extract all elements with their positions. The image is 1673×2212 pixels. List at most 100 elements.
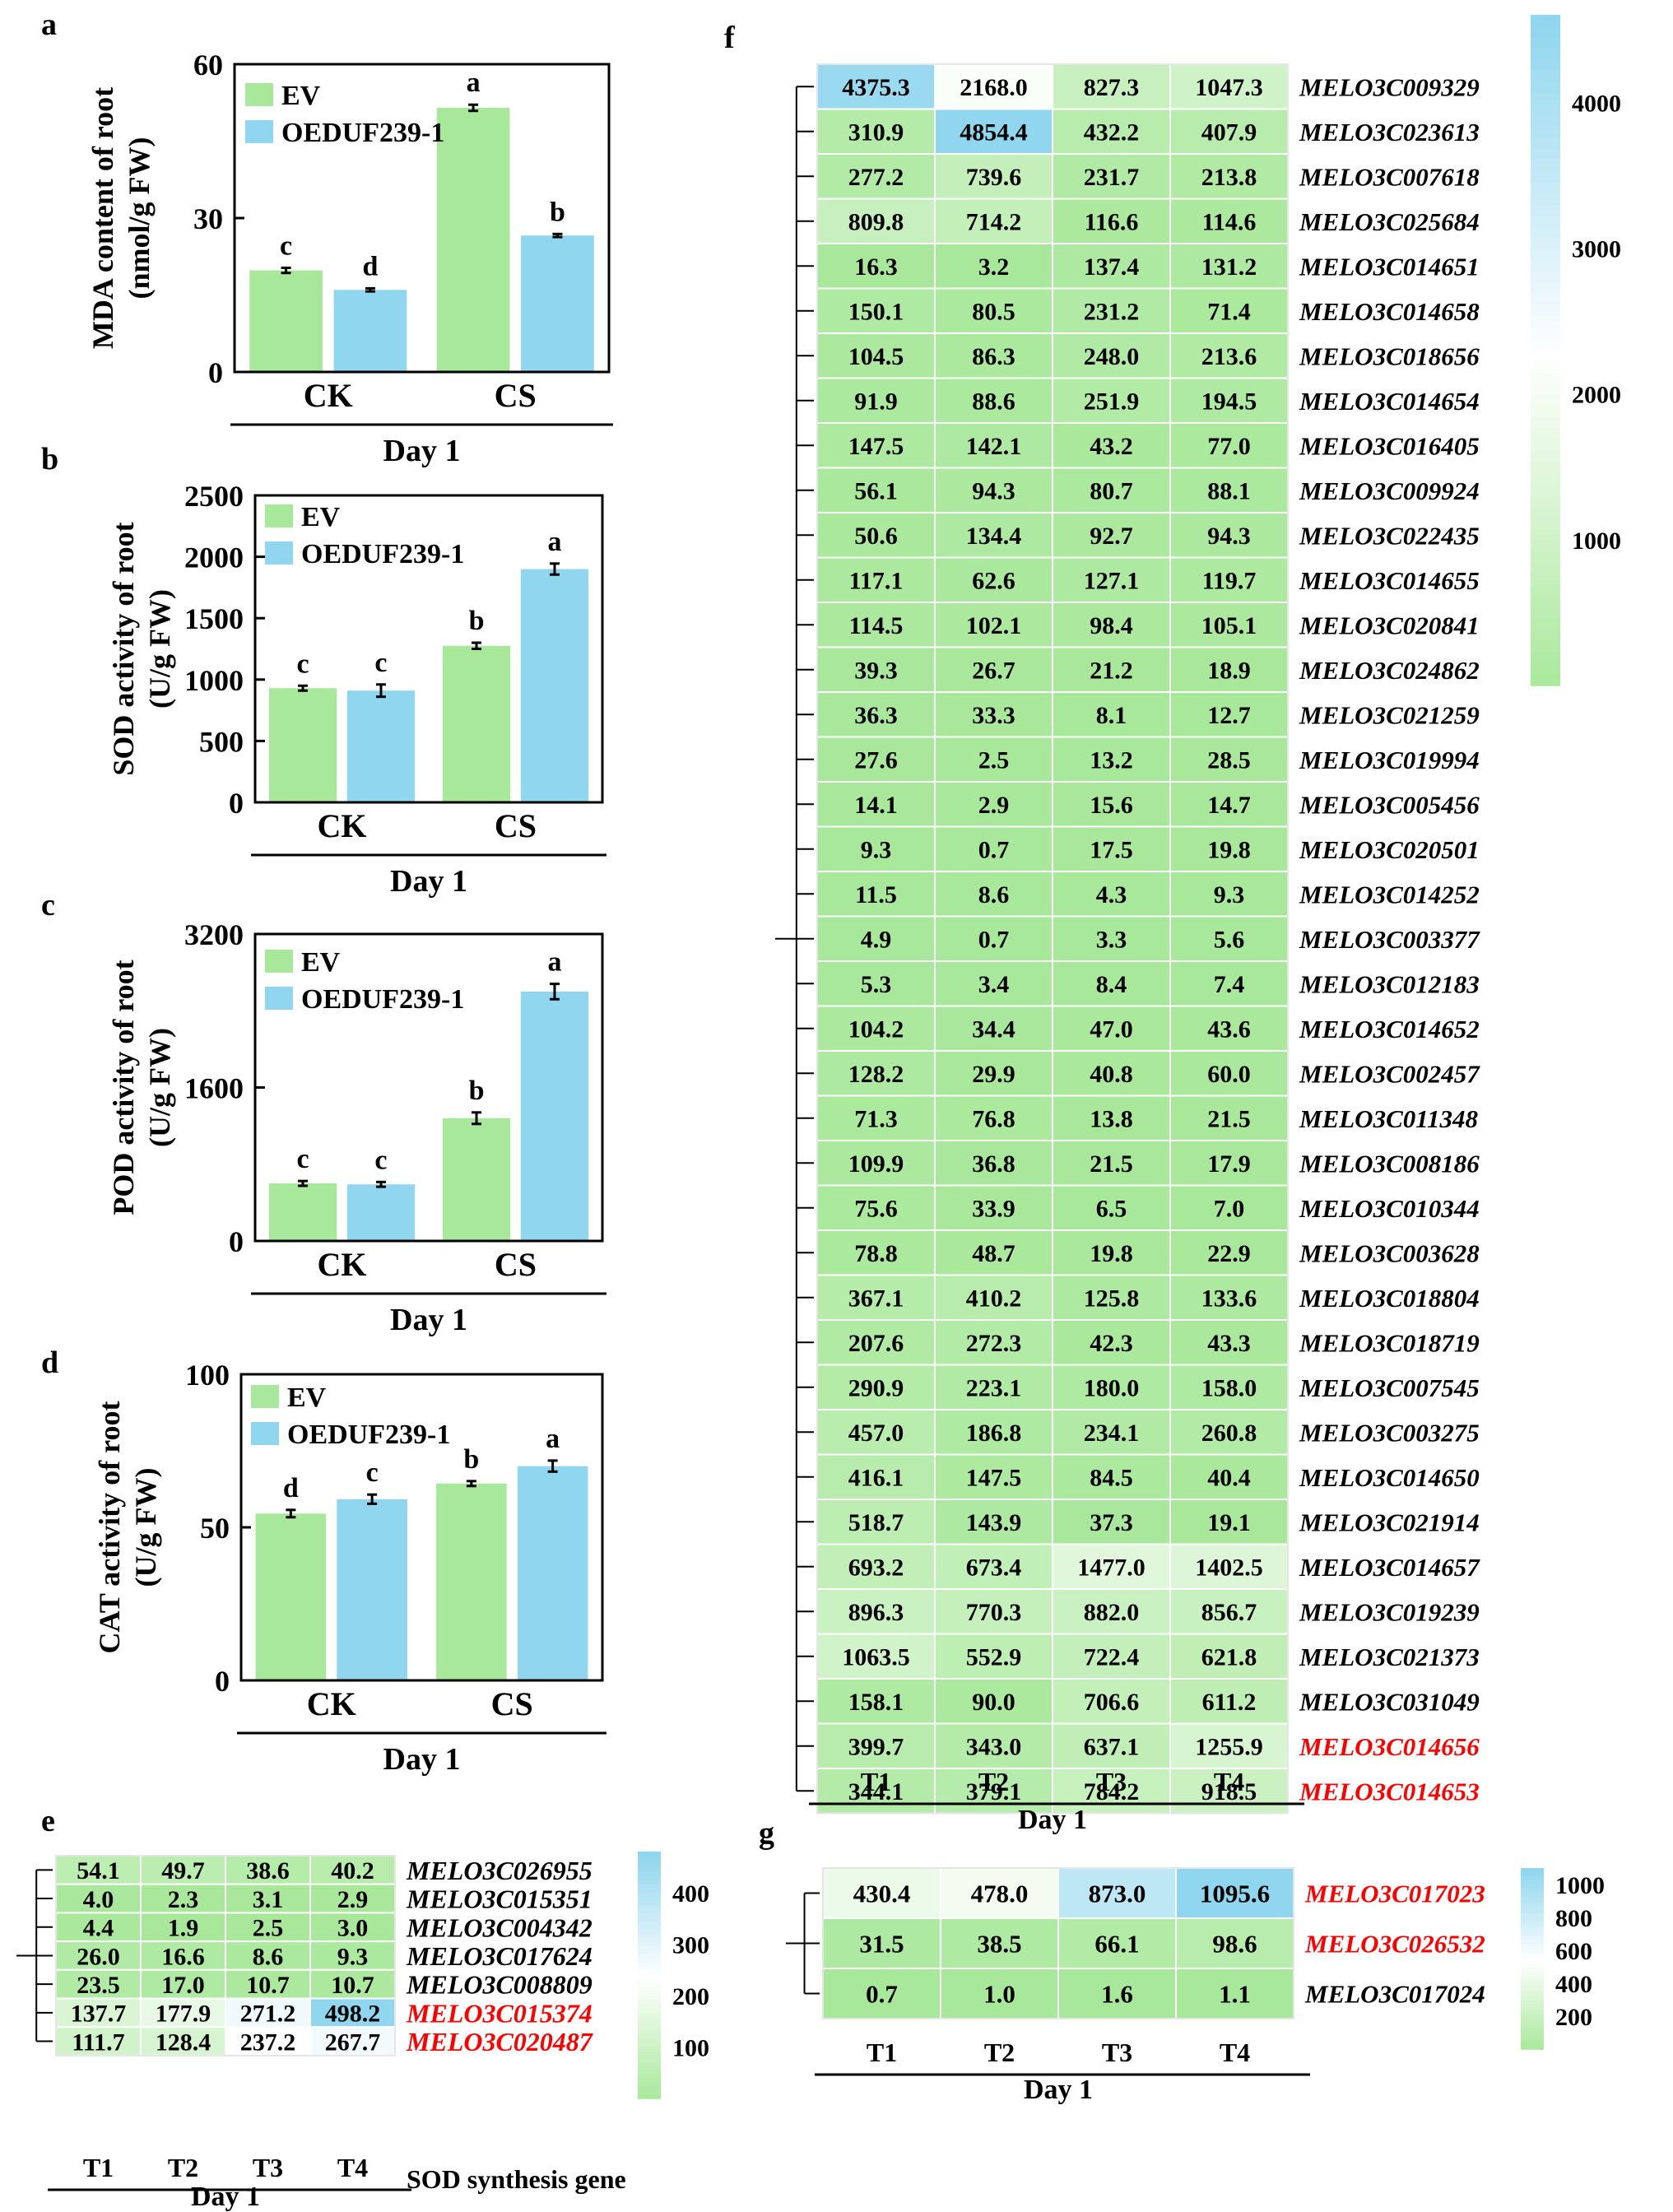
cell-value: 76.8 [972, 1106, 1015, 1133]
gene-label: MELO3C009924 [1299, 476, 1480, 505]
colorbar-segment [638, 2066, 661, 2070]
cell-value: 8.4 [1096, 971, 1127, 998]
colorbar-segment [638, 1864, 661, 1869]
gene-label: MELO3C014651 [1299, 252, 1480, 281]
cell-value: 14.7 [1207, 792, 1251, 819]
column-label: T4 [1214, 1767, 1244, 1796]
colorbar-segment [638, 1946, 661, 1951]
bar-OEDUF239-1-CS [520, 991, 589, 1240]
heatmap-cell [1052, 1140, 1171, 1187]
cell-value: 180.0 [1084, 1375, 1140, 1402]
heatmap-cell [225, 1855, 311, 1885]
colorbar-segment [1521, 1982, 1544, 1987]
colorbar-segment [1521, 1979, 1544, 1984]
colorbar-segment [1521, 1943, 1544, 1948]
column-label: T3 [1102, 2038, 1132, 2067]
colorbar-segment [1521, 1883, 1544, 1887]
cell-value: 77.0 [1207, 433, 1251, 460]
colorbar-tick-label: 1000 [1555, 1872, 1605, 1899]
cell-value: 109.9 [848, 1150, 904, 1178]
cell-value: 102.1 [966, 612, 1022, 639]
heatmap-cell [1175, 1867, 1294, 1919]
heatmap-border [816, 63, 1289, 1815]
colorbar-segment [638, 1934, 661, 1939]
group-label: Day 1 [1018, 1805, 1087, 1835]
cell-value: 158.1 [848, 1689, 904, 1716]
cell-value: 48.7 [972, 1240, 1015, 1267]
heatmap-cell [1052, 422, 1171, 469]
colorbar-segment [1531, 630, 1560, 642]
cell-value: 213.8 [1201, 164, 1257, 191]
colorbar-tick-label: 200 [672, 1983, 709, 2010]
legend-swatch-EV [251, 1385, 279, 1408]
cell-value: 2.5 [978, 747, 1010, 774]
colorbar-segment [1531, 26, 1560, 38]
heatmap-cell [934, 691, 1053, 738]
plot-frame [253, 494, 604, 804]
significance-letter: c [296, 1144, 309, 1174]
colorbar-segment [638, 2078, 661, 2083]
heatmap-cell [934, 825, 1053, 872]
legend-swatch-EV [245, 83, 273, 106]
cell-value: 19.8 [1207, 837, 1251, 864]
heatmap-cell [816, 287, 936, 334]
bar-EV-CS [442, 1118, 511, 1240]
cell-value: 277.2 [848, 164, 904, 191]
colorbar-segment [1521, 1977, 1544, 1981]
heatmap-cell [1169, 602, 1289, 648]
significance-letter: a [547, 527, 561, 557]
cell-value: 23.5 [77, 1972, 120, 1999]
cell-value: 117.1 [849, 568, 904, 595]
gene-label: MELO3C023613 [1299, 118, 1480, 146]
heatmap-cell [1169, 422, 1289, 469]
cell-value: 2.9 [337, 1886, 369, 1913]
colorbar-segment [638, 1893, 661, 1898]
colorbar-segment [1531, 528, 1560, 541]
heatmap-cell [1052, 467, 1171, 514]
significance-letter: d [362, 251, 378, 281]
y-tick-label: 0 [229, 1225, 244, 1258]
colorbar-segment [638, 1959, 661, 1963]
colorbar-segment [1531, 126, 1560, 139]
cell-value: 98.4 [1090, 612, 1133, 639]
cell-value: 128.2 [848, 1061, 904, 1088]
heatmap-cell [816, 1678, 936, 1725]
colorbar-segment [1521, 1988, 1544, 1993]
cell-value: 611.2 [1202, 1689, 1257, 1716]
colorbar-segment [638, 2012, 661, 2017]
colorbar-segment [1521, 1959, 1544, 1963]
colorbar-segment [1531, 506, 1560, 519]
gene-label: MELO3C018656 [1299, 342, 1480, 370]
cell-value: 71.3 [854, 1106, 898, 1133]
cell-value: 47.0 [1090, 1016, 1133, 1043]
cell-value: 119.7 [1202, 568, 1257, 595]
legend-label: EV [281, 81, 321, 111]
gene-label: MELO3C020841 [1299, 611, 1480, 639]
column-label: T1 [867, 2038, 897, 2067]
gene-label: MELO3C011348 [1299, 1104, 1479, 1133]
colorbar-segment [638, 1889, 661, 1894]
colorbar-segment [638, 1852, 661, 1856]
colorbar-segment [1531, 104, 1560, 117]
cell-value: 4375.3 [842, 74, 910, 101]
colorbar-segment [1531, 518, 1560, 530]
cell-value: 367.1 [848, 1285, 904, 1313]
colorbar-segment [638, 1963, 661, 1968]
significance-letter: c [374, 648, 387, 678]
gene-label: MELO3C016405 [1299, 431, 1480, 460]
heatmap-cell [140, 1940, 226, 1971]
cell-value: 36.8 [972, 1150, 1015, 1178]
gene-label: MELO3C014658 [1299, 297, 1480, 326]
heatmap-cell [1052, 63, 1171, 110]
footer-label: SOD synthesis gene [407, 2164, 626, 2194]
cell-value: 105.1 [1201, 612, 1257, 639]
gene-label: MELO3C014656 [1299, 1732, 1480, 1761]
heatmap-cell [1169, 1722, 1289, 1769]
x-category-label: CS [495, 1246, 537, 1283]
cell-value: 60.0 [1207, 1061, 1251, 1088]
colorbar-segment [1521, 1919, 1544, 1923]
colorbar-segment [1521, 1877, 1544, 1881]
colorbar-segment [1521, 1922, 1544, 1926]
heatmap-cell [1052, 1094, 1171, 1141]
